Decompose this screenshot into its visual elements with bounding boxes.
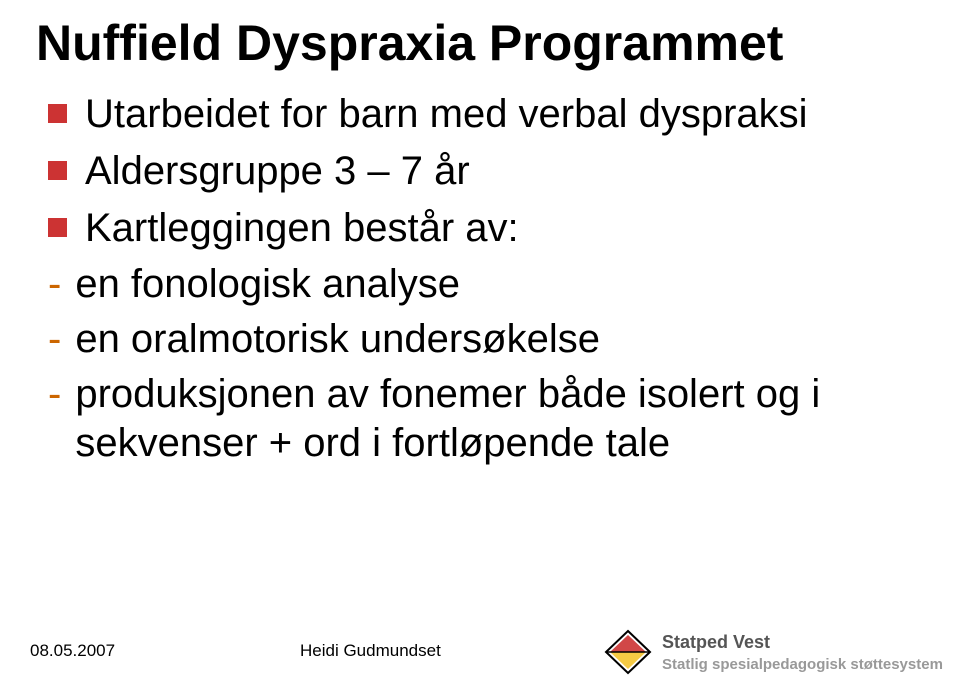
dash-bullet-icon: -	[48, 370, 61, 419]
statped-logo-icon	[600, 627, 656, 677]
bullet-l1: Utarbeidet for barn med verbal dyspraksi	[48, 90, 920, 139]
bullet-l2-text: produksjonen av fonemer både isolert og …	[75, 370, 920, 468]
slide-content: Utarbeidet for barn med verbal dyspraksi…	[48, 90, 920, 474]
bullet-l1: Kartleggingen består av:	[48, 204, 920, 253]
slide: Nuffield Dyspraxia Programmet Utarbeidet…	[0, 0, 960, 693]
logo-block: Statped Vest Statlig spesialpedagogisk s…	[600, 627, 940, 683]
bullet-l1: Aldersgruppe 3 – 7 år	[48, 147, 920, 196]
logo-subtitle: Statlig spesialpedagogisk støttesystem	[662, 656, 943, 673]
bullet-l2-text: en fonologisk analyse	[75, 260, 460, 309]
square-bullet-icon	[48, 104, 67, 123]
bullet-l1-text: Kartleggingen består av:	[85, 204, 519, 253]
bullet-l2: - produksjonen av fonemer både isolert o…	[48, 370, 920, 468]
dash-bullet-icon: -	[48, 315, 61, 364]
footer-author: Heidi Gudmundset	[300, 641, 441, 661]
logo-name: Statped Vest	[662, 632, 770, 653]
bullet-l2: - en fonologisk analyse	[48, 260, 920, 309]
slide-title: Nuffield Dyspraxia Programmet	[36, 14, 783, 72]
footer-date: 08.05.2007	[30, 641, 115, 661]
square-bullet-icon	[48, 218, 67, 237]
bullet-l1-text: Aldersgruppe 3 – 7 år	[85, 147, 470, 196]
dash-bullet-icon: -	[48, 260, 61, 309]
bullet-l2-text: en oralmotorisk undersøkelse	[75, 315, 600, 364]
square-bullet-icon	[48, 161, 67, 180]
bullet-l2: - en oralmotorisk undersøkelse	[48, 315, 920, 364]
bullet-l1-text: Utarbeidet for barn med verbal dyspraksi	[85, 90, 808, 139]
